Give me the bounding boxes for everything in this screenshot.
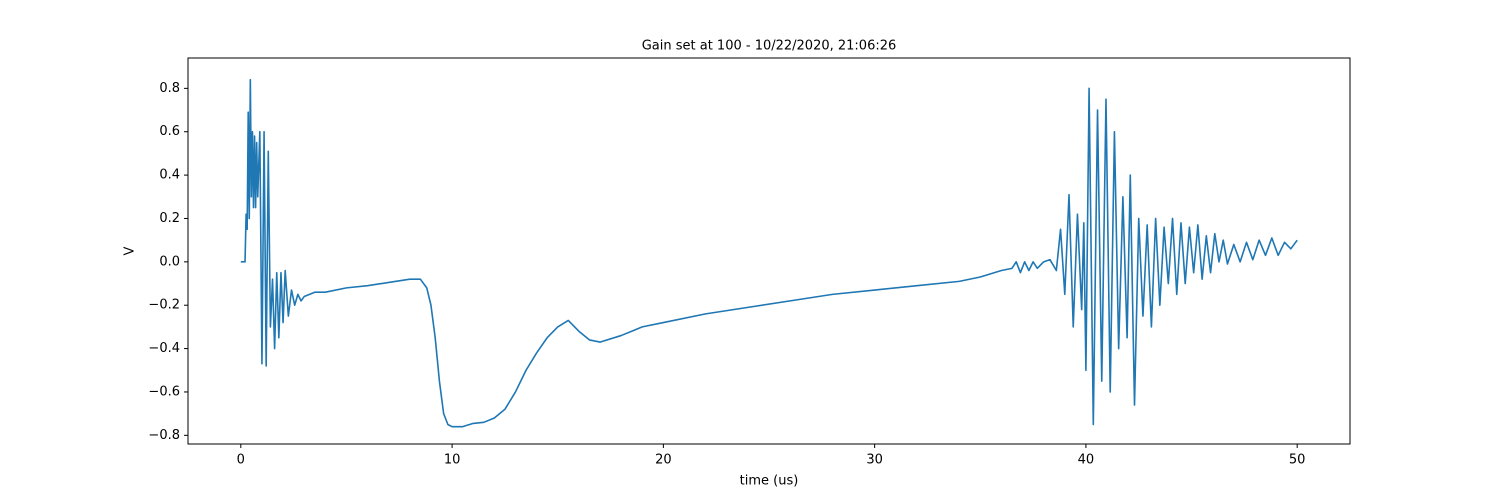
y-tick-label: 0.6 (159, 124, 180, 139)
y-tick-label: −0.2 (148, 298, 180, 313)
chart-title: Gain set at 100 - 10/22/2020, 21:06:26 (642, 39, 897, 54)
data-line (240, 78, 1298, 428)
x-tick-label: 20 (655, 453, 672, 468)
plot-frame (187, 57, 1351, 445)
x-tick-label: 40 (1078, 453, 1095, 468)
y-axis-label: V (123, 246, 138, 255)
x-tick-label: 10 (444, 453, 461, 468)
x-tick-label: 30 (866, 453, 883, 468)
y-tick-label: −0.8 (148, 428, 180, 443)
y-tick-label: −0.6 (148, 384, 180, 399)
y-tick-label: −0.4 (148, 341, 180, 356)
y-tick-label: 0.4 (159, 168, 180, 183)
y-tick-label: 0.0 (159, 254, 180, 269)
y-tick-label: 0.8 (159, 81, 180, 96)
x-tick-label: 0 (237, 453, 245, 468)
x-axis-label: time (us) (740, 474, 799, 489)
x-tick-label: 50 (1289, 453, 1306, 468)
y-tick-label: 0.2 (159, 211, 180, 226)
